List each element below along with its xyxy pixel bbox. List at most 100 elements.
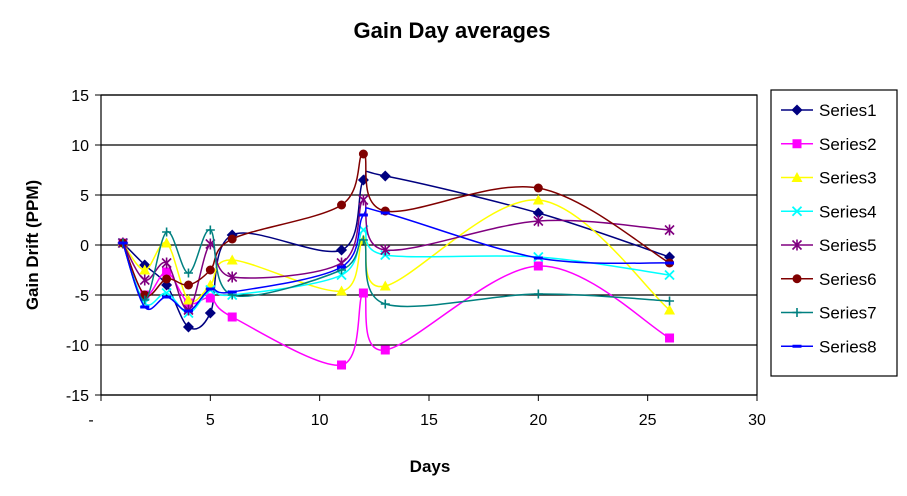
legend-marker xyxy=(792,139,802,149)
data-point xyxy=(358,288,368,298)
y-axis-label: Gain Drift (PPM) xyxy=(23,180,42,310)
data-point xyxy=(118,241,128,245)
series-series2 xyxy=(118,238,675,370)
data-point xyxy=(665,333,675,343)
legend-marker xyxy=(791,239,803,251)
data-point xyxy=(532,194,544,205)
data-point xyxy=(337,265,347,269)
legend-label: Series7 xyxy=(819,304,877,323)
data-point xyxy=(357,174,369,186)
data-point xyxy=(337,200,347,210)
legend-marker xyxy=(791,206,803,217)
legend-label: Series2 xyxy=(819,135,877,154)
legend-label: Series8 xyxy=(819,337,877,356)
y-tick-label: -15 xyxy=(66,388,89,405)
series-series7 xyxy=(118,225,675,309)
data-point xyxy=(379,280,391,291)
data-point xyxy=(227,290,237,294)
data-point xyxy=(380,345,390,355)
data-point xyxy=(205,287,215,291)
data-point xyxy=(161,237,173,248)
data-point xyxy=(533,215,544,227)
data-point xyxy=(162,267,172,277)
legend-marker xyxy=(792,308,802,317)
data-point xyxy=(162,227,172,237)
legend-item: Series4 xyxy=(781,202,877,221)
data-point xyxy=(664,269,675,281)
data-point xyxy=(161,257,172,269)
legend-label: Series6 xyxy=(819,270,877,289)
x-tick-label: 10 xyxy=(311,412,329,429)
series-line xyxy=(122,242,670,366)
series-lines xyxy=(117,149,676,370)
series-series3 xyxy=(117,194,676,315)
series-line xyxy=(122,229,670,308)
x-tick-label: 30 xyxy=(748,412,766,429)
data-point xyxy=(226,254,238,265)
x-tick-label: 15 xyxy=(420,412,438,429)
legend-marker xyxy=(792,274,802,284)
series-series6 xyxy=(118,149,675,300)
legend-marker xyxy=(791,104,803,116)
data-point xyxy=(336,285,348,296)
data-point xyxy=(533,289,543,299)
legend-item: Series3 xyxy=(781,169,877,188)
legend-label: Series1 xyxy=(819,101,877,120)
legend-label: Series5 xyxy=(819,236,877,255)
data-point xyxy=(358,213,368,217)
legend-box xyxy=(770,89,898,377)
y-tick-label: 15 xyxy=(71,88,89,105)
data-point xyxy=(380,299,390,309)
data-point xyxy=(533,256,543,260)
data-point xyxy=(204,307,216,319)
data-point xyxy=(162,274,172,284)
data-point xyxy=(205,293,215,303)
data-point xyxy=(380,244,391,256)
data-point xyxy=(379,170,391,182)
x-tick-label: 20 xyxy=(529,412,547,429)
legend-marker xyxy=(792,344,802,348)
x-tick-label: 25 xyxy=(639,412,657,429)
data-point xyxy=(532,207,544,219)
data-point xyxy=(358,149,368,159)
y-tick-label: -10 xyxy=(66,338,89,355)
data-point xyxy=(183,280,193,290)
legend-label: Series3 xyxy=(819,169,877,188)
data-point xyxy=(337,360,347,370)
x-tick-label: 5 xyxy=(206,412,215,429)
series-series4 xyxy=(117,224,675,319)
y-tick-label: 0 xyxy=(80,238,89,255)
axes xyxy=(95,94,758,401)
data-point xyxy=(139,274,150,286)
data-point xyxy=(665,261,675,265)
data-point xyxy=(205,225,215,235)
data-point xyxy=(182,294,194,305)
y-tick-label: -5 xyxy=(75,288,89,305)
data-point xyxy=(533,261,543,271)
data-point xyxy=(664,224,675,236)
series-series8 xyxy=(118,207,675,313)
legend-marker xyxy=(791,172,803,182)
data-point xyxy=(380,211,390,215)
data-point xyxy=(664,304,676,315)
legend-label: Series4 xyxy=(819,202,877,221)
legend-item: Series1 xyxy=(781,101,877,120)
legend-item: Series7 xyxy=(781,304,877,323)
data-point xyxy=(533,183,543,193)
legend-item: Series8 xyxy=(781,337,877,356)
series-line xyxy=(122,229,670,314)
data-point xyxy=(358,235,368,245)
data-point xyxy=(665,296,675,306)
data-point xyxy=(139,264,151,275)
y-tick-label: 10 xyxy=(71,138,89,155)
data-point xyxy=(227,312,237,322)
legend-item: Series2 xyxy=(781,135,877,154)
data-point xyxy=(205,265,215,275)
data-point xyxy=(183,309,193,313)
data-point xyxy=(227,271,238,283)
chart-title: Gain Day averages xyxy=(354,18,551,43)
data-point xyxy=(162,295,172,299)
data-point xyxy=(227,234,237,244)
